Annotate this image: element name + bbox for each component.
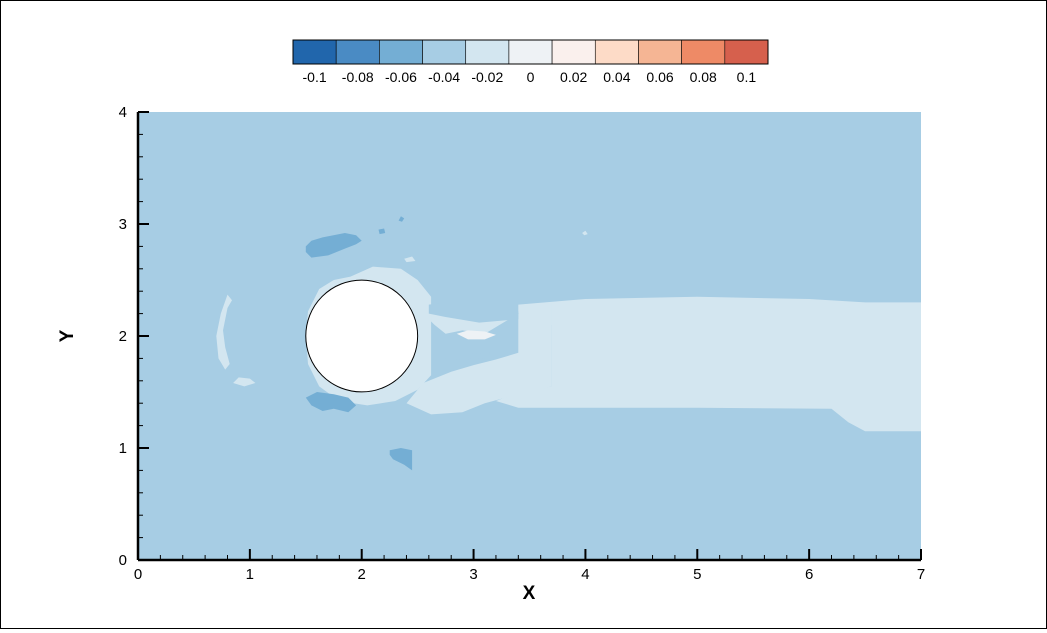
colorbar-swatch [551, 39, 596, 65]
y-axis-label: Y [57, 329, 78, 342]
colorbar-tick-label: 0.08 [690, 69, 717, 85]
contour-region-lower-streak [434, 352, 491, 360]
contour-region-wake [495, 296, 921, 432]
colorbar-tick-label: 0.1 [737, 69, 757, 85]
contour-region-left-arc [216, 294, 232, 370]
x-tick-label: 1 [246, 566, 254, 583]
cylinder-outline [305, 279, 419, 393]
colorbar-swatch [638, 39, 682, 65]
x-tick-label: 4 [581, 566, 589, 583]
colorbar-tick-label: 0.04 [603, 69, 630, 85]
colorbar-swatch [724, 39, 769, 65]
colorbar-swatch [422, 39, 467, 65]
x-tick-label: 3 [469, 566, 477, 583]
colorbar-tick-label: -0.1 [303, 69, 327, 85]
colorbar-tick-label: 0.02 [560, 69, 587, 85]
colorbar-swatch [465, 39, 510, 65]
colorbar: -0.1 -0.08 -0.06 -0.04 -0.02 0 0.02 0.04 0.06 0.0… [292, 39, 769, 85]
contour-region-near-wake [406, 302, 552, 415]
contour-region-spot-c [404, 256, 416, 263]
colorbar-swatch [335, 39, 380, 65]
contour-region-upper-streak [428, 302, 519, 323]
contour-region-bottom-blue-blob [389, 448, 413, 471]
contour-region-upper-blue-blob [305, 233, 362, 258]
y-tick-label: 1 [119, 440, 127, 457]
x-axis-label: X [523, 583, 536, 604]
colorbar-tick-label: 0.06 [646, 69, 673, 85]
colorbar-tick-label: -0.02 [471, 69, 503, 85]
colorbar-tick-label: -0.08 [342, 69, 374, 85]
contour-field [138, 112, 921, 560]
y-tick-label: 4 [119, 104, 127, 121]
contour-region-spot-d [582, 230, 588, 236]
colorbar-swatch [379, 39, 423, 65]
contour-region-left-arc-tail [233, 377, 256, 387]
colorbar-swatch [292, 39, 337, 65]
contour-region-lower-blue-blob [305, 392, 357, 413]
colorbar-border [292, 39, 769, 65]
colorbar-swatch [508, 39, 553, 65]
axes: 0 1 2 3 4 5 6 7 0 1 2 3 4 [119, 104, 926, 583]
contour-region-spot-a [398, 216, 405, 222]
colorbar-tick-label: -0.04 [428, 69, 460, 85]
contour-region-spot-b [378, 228, 386, 235]
x-tick-label: 2 [358, 566, 366, 583]
x-tick-label: 7 [917, 566, 925, 583]
contour-region-positive-patch [456, 330, 496, 340]
colorbar-tick-label: -0.06 [385, 69, 417, 85]
colorbar-swatch [681, 39, 726, 65]
colorbar-tick-label: 0 [527, 69, 535, 85]
x-tick-label: 6 [805, 566, 813, 583]
y-tick-label: 2 [119, 328, 127, 345]
colorbar-swatch [594, 39, 639, 65]
x-tick-label: 5 [693, 566, 701, 583]
y-tick-label: 3 [119, 216, 127, 233]
x-tick-label: 0 [134, 566, 142, 583]
y-tick-label: 0 [119, 552, 127, 569]
